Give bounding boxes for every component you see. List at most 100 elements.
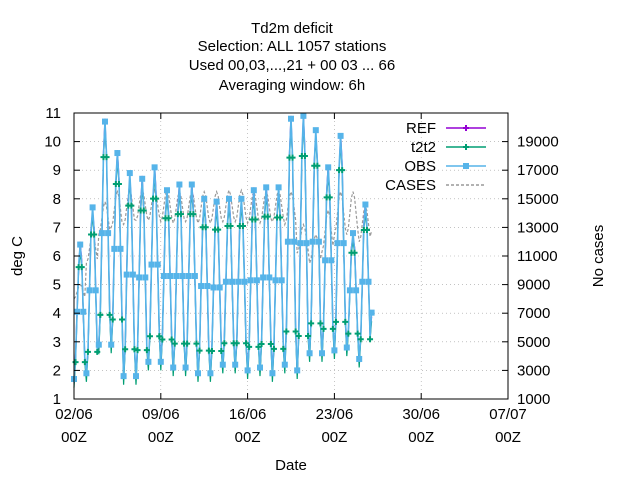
y2-tick-label: 9000 — [517, 277, 550, 294]
obs-point — [269, 370, 276, 377]
obs-point — [219, 361, 226, 368]
obs-point — [368, 309, 375, 316]
t2t2-point — [345, 330, 352, 337]
y2-tick-label: 17000 — [517, 162, 559, 179]
data-series — [71, 112, 375, 388]
obs-point — [315, 238, 322, 245]
t2t2-point — [339, 167, 346, 174]
obs-point — [272, 277, 279, 284]
obs-point — [297, 240, 304, 247]
obs-point — [204, 283, 211, 290]
t2t2-point — [252, 216, 259, 223]
y-tick-label: 2 — [53, 362, 61, 379]
obs-point — [275, 184, 282, 191]
obs-point — [173, 273, 180, 280]
t2t2-point — [239, 222, 246, 229]
obs-point — [241, 278, 248, 285]
obs-point — [325, 164, 332, 171]
legend-label: OBS — [404, 158, 436, 175]
obs-point — [334, 240, 341, 247]
obs-point — [77, 241, 84, 248]
obs-point — [179, 273, 186, 280]
obs-point — [312, 127, 319, 134]
obs-point — [102, 118, 108, 125]
x-tick-label-time: 00Z — [495, 429, 521, 446]
obs-point — [294, 367, 301, 374]
obs-point — [365, 278, 372, 285]
t2t2-line — [73, 124, 373, 388]
obs-point — [284, 238, 291, 245]
y-axis: 1 2 3 4 5 6 7 8 9 10 11 — [44, 105, 80, 408]
x-tick-label-date: 02/06 — [55, 406, 93, 423]
t2t2-point — [81, 359, 88, 366]
y2-tick-label: 3000 — [517, 362, 550, 379]
x-tick-label-time: 00Z — [408, 429, 434, 446]
x-tick-label-date: 23/06 — [316, 406, 354, 423]
legend-marker — [463, 144, 469, 150]
t2t2-point — [171, 340, 178, 347]
obs-point — [117, 245, 124, 252]
obs-point — [319, 350, 325, 357]
y-tick-label: 5 — [53, 277, 61, 294]
obs-point — [114, 150, 121, 157]
t2t2-point — [97, 311, 104, 318]
t2t2-point — [115, 180, 122, 187]
t2t2-point — [351, 249, 358, 256]
t2t2-point — [109, 316, 116, 323]
y-axis-label: deg C — [9, 236, 26, 276]
legend-label: t2t2 — [411, 139, 436, 156]
y2-tick-label: 1000 — [517, 391, 550, 408]
t2t2-point — [332, 318, 339, 325]
obs-point — [244, 367, 251, 374]
t2t2-point — [267, 341, 274, 348]
obs-point — [238, 195, 245, 202]
obs-point — [167, 273, 174, 280]
y2-axis-label: No cases — [590, 225, 607, 288]
chart-title: Td2m deficit Selection: ALL 1057 station… — [189, 20, 395, 94]
obs-point — [201, 195, 208, 202]
t2t2-point — [140, 207, 147, 214]
t2t2-point — [215, 226, 222, 233]
t2t2-point — [94, 348, 101, 355]
obs-point — [263, 184, 270, 191]
t2t2-point — [72, 359, 79, 366]
t2t2-point — [326, 194, 333, 201]
legend-marker — [463, 125, 469, 131]
obs-point — [235, 278, 242, 285]
obs-point — [139, 175, 146, 182]
obs-point — [303, 240, 310, 247]
obs-point — [353, 287, 360, 294]
obs-point — [306, 350, 313, 357]
obs-point — [359, 278, 366, 285]
t2t2-point — [301, 152, 308, 159]
obs-point — [133, 373, 139, 380]
t2t2-point — [289, 154, 296, 161]
obs-point — [356, 355, 363, 362]
t2t2-point — [295, 332, 302, 339]
y-tick-label: 6 — [53, 248, 61, 265]
obs-point — [207, 370, 214, 377]
obs-point — [222, 278, 229, 285]
obs-point — [108, 341, 115, 348]
t2t2-point — [270, 345, 277, 352]
t2t2-point — [357, 336, 364, 343]
obs-point — [142, 274, 149, 281]
obs-point — [80, 308, 87, 315]
t2t2-point — [305, 332, 312, 339]
obs-point — [95, 341, 102, 348]
obs-point — [266, 274, 273, 281]
obs-point — [253, 277, 260, 284]
obs-point — [322, 257, 329, 264]
y2-tick-label: 7000 — [517, 305, 550, 322]
obs-point — [229, 278, 236, 285]
y-tick-label: 10 — [44, 134, 61, 151]
x-tick-label-date: 30/06 — [402, 406, 440, 423]
obs-point — [188, 181, 195, 188]
t2t2-point — [258, 341, 265, 348]
obs-point — [74, 308, 81, 315]
t2t2-point — [103, 154, 110, 161]
t2t2-point — [153, 195, 160, 202]
t2t2-point — [143, 347, 150, 354]
obs-point — [337, 132, 344, 139]
